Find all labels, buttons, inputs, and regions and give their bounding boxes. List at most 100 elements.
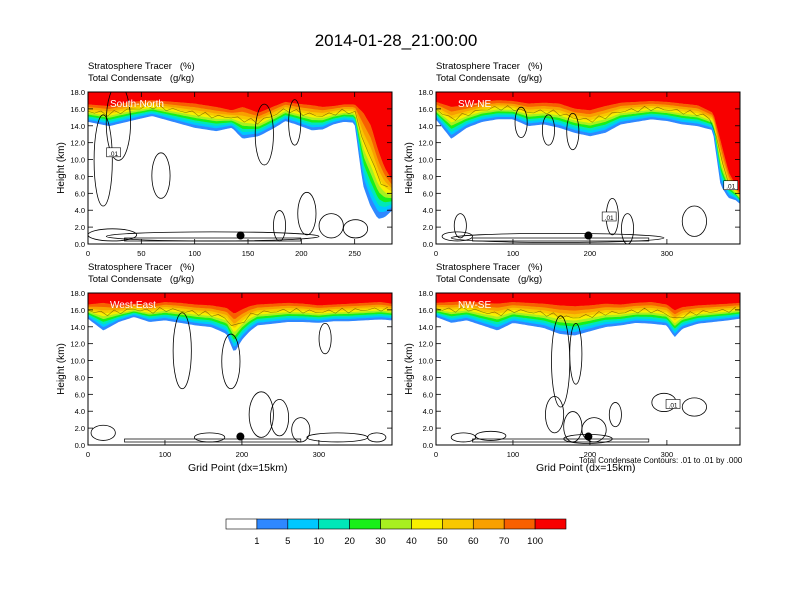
condensate-contour bbox=[450, 432, 476, 443]
y-tick-label: 6.0 bbox=[423, 390, 433, 399]
y-tick-label: 12.0 bbox=[70, 139, 85, 148]
colorbar-label: 70 bbox=[499, 536, 510, 547]
x-tick-label: 0 bbox=[434, 249, 438, 258]
tracer-band-100 bbox=[88, 293, 392, 314]
location-marker bbox=[584, 231, 593, 240]
y-tick-label: 6.0 bbox=[75, 189, 85, 198]
y-tick-label: 16.0 bbox=[418, 306, 433, 315]
condensate-contour bbox=[569, 322, 583, 385]
panel-sw-ne: .01 .01 SW-NE 0.0 2.0 4.0 6.0 8.0 10.0 12.0 14.0 16… bbox=[404, 88, 741, 258]
y-tick-label: 2.0 bbox=[75, 424, 85, 433]
contour-label-box bbox=[601, 211, 617, 222]
y-axis-label: Height (km) bbox=[56, 343, 67, 395]
panel-south-north: .01 South-North 0.0 2.0 4.0 6.0 8.0 10.0 12.0 14.… bbox=[56, 88, 393, 258]
x-tick-label: 300 bbox=[661, 249, 674, 258]
y-tick-label: 16.0 bbox=[70, 105, 85, 114]
y-tick-label: 8.0 bbox=[75, 172, 85, 181]
x-tick-label: 200 bbox=[295, 249, 308, 258]
condensate-contour-upper bbox=[436, 306, 736, 320]
condensate-contour bbox=[88, 228, 138, 242]
location-marker bbox=[584, 432, 593, 441]
x-tick-label: 200 bbox=[236, 450, 249, 459]
plot-area bbox=[88, 92, 392, 244]
y-tick-label: 10.0 bbox=[418, 156, 433, 165]
colorbar-label: 5 bbox=[285, 536, 290, 547]
colorbar-swatch bbox=[503, 518, 536, 530]
colorbar-swatch bbox=[534, 518, 567, 530]
y-tick-label: 6.0 bbox=[75, 390, 85, 399]
y-tick-label: 10.0 bbox=[70, 357, 85, 366]
y-tick-label: 2.0 bbox=[423, 424, 433, 433]
condensate-contour bbox=[269, 399, 290, 437]
colorbar-swatch bbox=[442, 518, 474, 530]
x-tick-label: 300 bbox=[661, 450, 674, 459]
x-tick-label: 100 bbox=[159, 450, 172, 459]
x-tick-label: 50 bbox=[137, 249, 145, 258]
colorbar-label: 60 bbox=[468, 536, 479, 547]
condensate-contour bbox=[151, 152, 171, 199]
section-label: South-North bbox=[110, 99, 164, 110]
x-tick-label: 150 bbox=[242, 249, 255, 258]
y-tick-label: 2.0 bbox=[423, 223, 433, 232]
x-axis-label: Grid Point (dx=15km) bbox=[536, 462, 636, 474]
x-tick-label: 200 bbox=[584, 249, 597, 258]
condensate-contour bbox=[297, 191, 317, 236]
condensate-contour-note: Total Condensate Contours: .01 to .01 by… bbox=[579, 456, 743, 465]
condensate-contour bbox=[342, 219, 369, 239]
colorbar-label: 100 bbox=[527, 536, 543, 547]
plot-frame bbox=[435, 292, 741, 446]
location-marker bbox=[236, 231, 245, 240]
condensate-contour bbox=[288, 99, 302, 146]
panel-title: Stratosphere Tracer (%) Total Condensate… bbox=[436, 262, 543, 285]
contour-label: .01 bbox=[726, 184, 735, 191]
x-tick-label: 200 bbox=[584, 450, 597, 459]
y-tick-label: 2.0 bbox=[75, 223, 85, 232]
condensate-contour bbox=[441, 231, 473, 242]
condensate-contour bbox=[514, 106, 528, 139]
colorbar-swatch bbox=[411, 518, 443, 530]
panel-west-east: West-East 0.0 2.0 4.0 6.0 8.0 10.0 12.0 14.0 16.0… bbox=[56, 289, 393, 459]
colorbar-swatch bbox=[256, 518, 289, 530]
section-label: NW-SE bbox=[458, 300, 491, 311]
condensate-contour-upper bbox=[436, 105, 736, 189]
condensate-contour bbox=[93, 114, 113, 207]
y-axis-label: Height (km) bbox=[56, 142, 67, 194]
condensate-contour-upper bbox=[88, 104, 388, 188]
condensate-contour bbox=[453, 213, 467, 239]
contour-label-box bbox=[106, 147, 121, 158]
x-tick-label: 300 bbox=[313, 450, 326, 459]
tracer-band-100 bbox=[436, 293, 740, 311]
colorbar-label: 1 bbox=[254, 536, 259, 547]
x-tick-label: 0 bbox=[434, 450, 438, 459]
condensate-contour bbox=[475, 430, 507, 441]
colorbar-swatch bbox=[349, 518, 381, 530]
panel-title: Stratosphere Tracer (%) Total Condensate… bbox=[88, 61, 195, 84]
tracer-band-100 bbox=[436, 92, 740, 194]
tracer-band-100 bbox=[88, 92, 392, 181]
y-tick-label: 8.0 bbox=[75, 373, 85, 382]
y-tick-label: 0.0 bbox=[423, 441, 433, 450]
y-tick-label: 4.0 bbox=[423, 407, 433, 416]
y-axis-label: Height (km) bbox=[404, 142, 415, 194]
section-label: SW-NE bbox=[458, 99, 491, 110]
panel-nw-se: .01 NW-SE 0.0 2.0 4.0 6.0 8.0 10.0 12.0 14.0 16.0 1… bbox=[404, 289, 741, 459]
colorbar-label: 40 bbox=[406, 536, 417, 547]
condensate-contour bbox=[254, 103, 274, 166]
x-tick-label: 250 bbox=[348, 249, 361, 258]
y-tick-label: 14.0 bbox=[70, 122, 85, 131]
condensate-contour bbox=[681, 397, 707, 417]
colorbar-swatch bbox=[287, 518, 320, 530]
plot-area bbox=[436, 92, 740, 244]
y-tick-label: 14.0 bbox=[418, 323, 433, 332]
y-tick-label: 4.0 bbox=[423, 206, 433, 215]
y-tick-label: 6.0 bbox=[423, 189, 433, 198]
x-tick-label: 100 bbox=[188, 249, 201, 258]
contour-label-box bbox=[723, 180, 739, 191]
colorbar-label: 20 bbox=[344, 536, 355, 547]
y-tick-label: 16.0 bbox=[70, 306, 85, 315]
y-tick-label: 18.0 bbox=[418, 289, 433, 298]
y-tick-label: 12.0 bbox=[418, 139, 433, 148]
location-marker bbox=[236, 432, 245, 441]
condensate-contour bbox=[608, 402, 622, 428]
condensate-contour bbox=[450, 232, 665, 243]
